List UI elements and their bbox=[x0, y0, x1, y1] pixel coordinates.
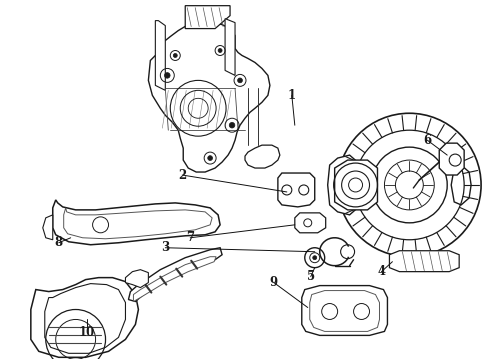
Text: 7: 7 bbox=[186, 231, 194, 244]
Polygon shape bbox=[43, 215, 53, 240]
Polygon shape bbox=[390, 251, 459, 272]
Text: 9: 9 bbox=[270, 276, 278, 289]
Polygon shape bbox=[125, 270, 148, 288]
Text: 2: 2 bbox=[178, 168, 186, 181]
Circle shape bbox=[165, 73, 170, 78]
Text: 4: 4 bbox=[377, 265, 386, 278]
Circle shape bbox=[208, 156, 213, 161]
Text: 3: 3 bbox=[161, 241, 170, 254]
Circle shape bbox=[238, 78, 243, 83]
Polygon shape bbox=[225, 19, 235, 75]
Polygon shape bbox=[64, 208, 212, 239]
Polygon shape bbox=[148, 23, 270, 172]
Text: 10: 10 bbox=[78, 326, 95, 339]
Circle shape bbox=[218, 49, 222, 53]
Polygon shape bbox=[328, 155, 358, 215]
Text: 5: 5 bbox=[307, 270, 315, 283]
Polygon shape bbox=[302, 285, 388, 336]
Polygon shape bbox=[45, 284, 125, 353]
Polygon shape bbox=[31, 278, 138, 357]
Polygon shape bbox=[439, 143, 464, 175]
Polygon shape bbox=[155, 21, 165, 90]
Polygon shape bbox=[245, 145, 280, 168]
Polygon shape bbox=[295, 213, 326, 233]
Polygon shape bbox=[185, 6, 230, 28]
Polygon shape bbox=[310, 291, 379, 332]
Polygon shape bbox=[133, 257, 216, 302]
Polygon shape bbox=[451, 165, 471, 205]
Text: 1: 1 bbox=[288, 89, 296, 102]
Polygon shape bbox=[53, 200, 220, 245]
Polygon shape bbox=[335, 160, 377, 210]
Polygon shape bbox=[278, 173, 315, 207]
Circle shape bbox=[229, 122, 235, 128]
Circle shape bbox=[313, 256, 317, 260]
Text: 6: 6 bbox=[423, 134, 431, 147]
Polygon shape bbox=[128, 248, 222, 302]
Circle shape bbox=[173, 54, 177, 58]
Text: 8: 8 bbox=[55, 236, 63, 249]
